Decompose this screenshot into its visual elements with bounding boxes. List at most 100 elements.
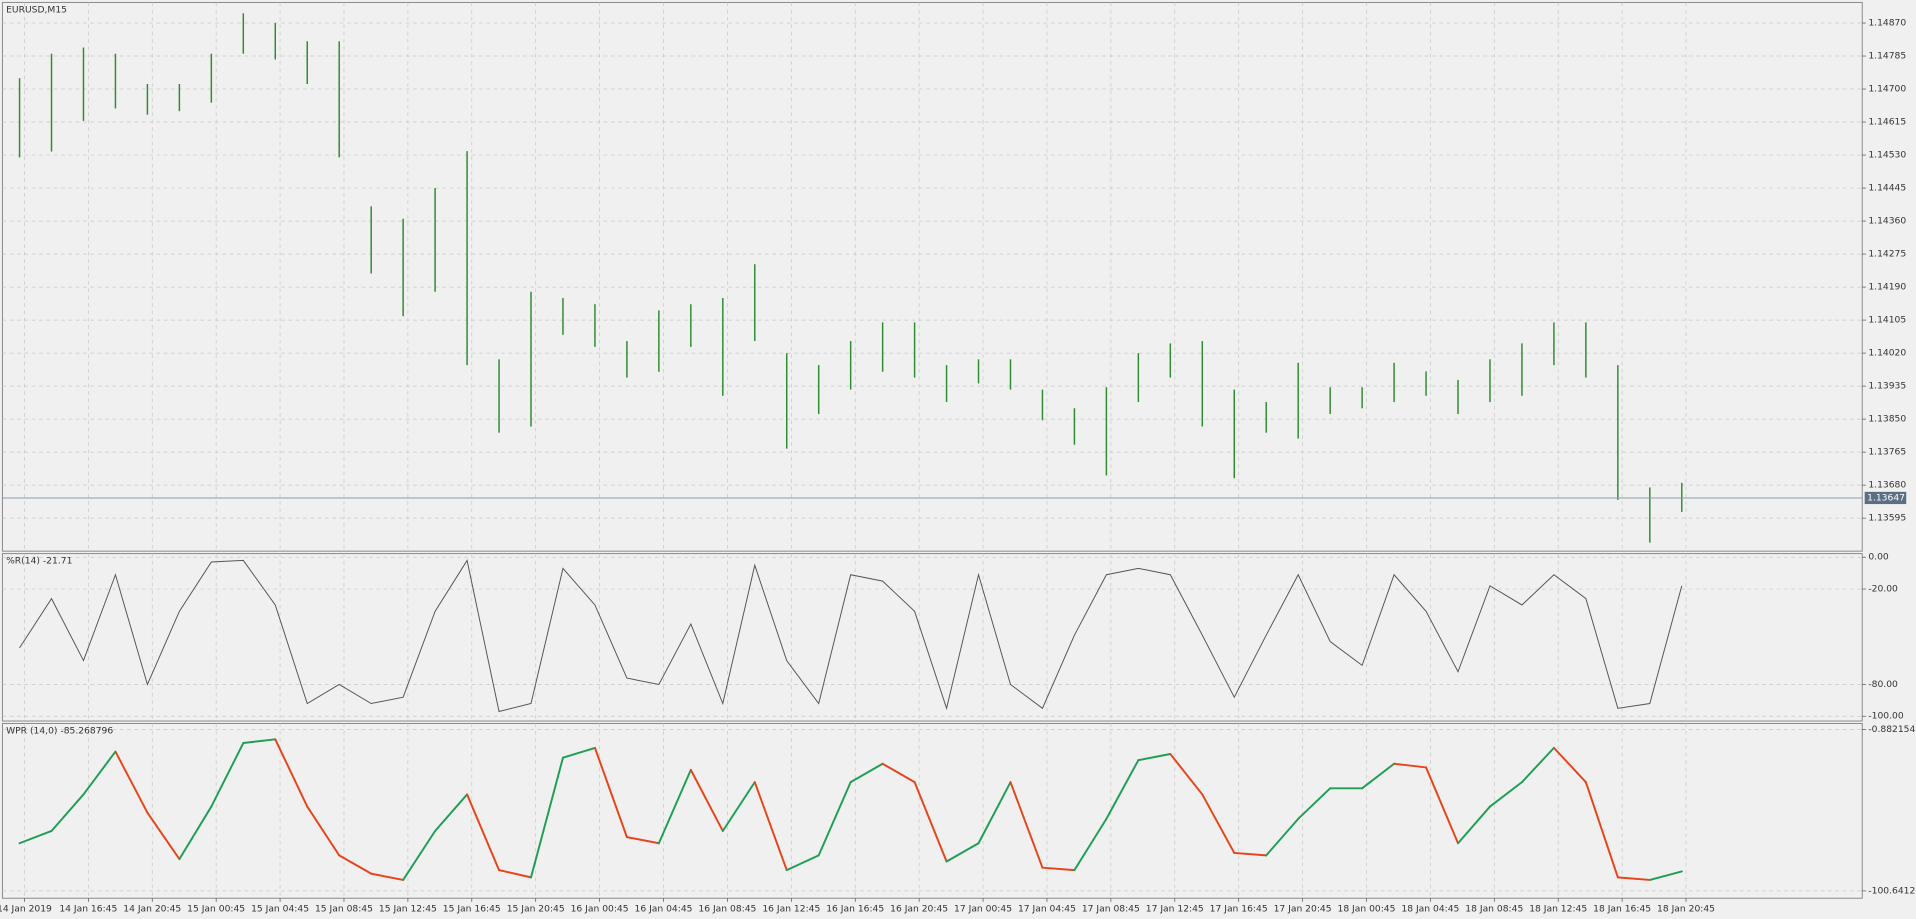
x-tick-label: 16 Jan 20:45 <box>890 904 948 915</box>
indicator-segment <box>178 805 213 861</box>
x-tick-label: 15 Jan 16:45 <box>443 904 501 915</box>
indicator-segment <box>945 842 980 863</box>
indicator-segment <box>881 762 916 784</box>
y-tick-label: 1.14785 <box>1868 51 1906 62</box>
x-tick-label: 14 Jan 20:45 <box>123 904 181 915</box>
x-tick-label: 18 Jan 04:45 <box>1401 904 1459 915</box>
y-tick-label: -80.00 <box>1868 679 1898 690</box>
panel <box>1 722 1863 899</box>
x-tick-label: 15 Jan 04:45 <box>251 904 309 915</box>
y-tick-label: 1.14445 <box>1868 183 1906 194</box>
x-tick-label: 16 Jan 08:45 <box>698 904 756 915</box>
indicator-segment <box>1233 851 1268 857</box>
indicator-segment <box>753 781 788 872</box>
y-tick-label: 1.14530 <box>1868 150 1906 161</box>
panel-title: %R(14) -21.71 <box>6 555 72 566</box>
indicator-segment <box>1137 753 1172 762</box>
indicator-segment <box>657 768 692 845</box>
x-tick-label: 16 Jan 12:45 <box>762 904 820 915</box>
indicator-segment <box>785 854 820 872</box>
indicator-segment <box>1648 870 1683 881</box>
indicator-segment <box>1169 753 1204 796</box>
y-tick-label: 1.14275 <box>1868 249 1906 260</box>
y-tick-label: 1.14360 <box>1868 216 1906 227</box>
panel <box>1 1 1863 552</box>
indicator-segment <box>561 746 596 759</box>
x-tick-label: 16 Jan 00:45 <box>571 904 629 915</box>
x-tick-label: 16 Jan 16:45 <box>826 904 884 915</box>
y-tick-label: 1.13765 <box>1868 447 1906 458</box>
x-tick-label: 18 Jan 12:45 <box>1529 904 1587 915</box>
y-tick-label: 1.14020 <box>1868 348 1906 359</box>
x-tick-label: 15 Jan 08:45 <box>315 904 373 915</box>
y-tick-label: -0.882154 <box>1868 724 1915 735</box>
indicator-segment <box>306 805 341 857</box>
indicator-segment <box>1616 876 1651 881</box>
x-tick-label: 15 Jan 00:45 <box>187 904 245 915</box>
indicator-segment <box>1489 781 1523 808</box>
indicator-segment <box>1552 746 1587 784</box>
panel-title: EURUSD,M15 <box>6 4 67 15</box>
indicator-segment <box>1457 805 1491 845</box>
indicator-segment <box>18 829 53 845</box>
indicator-segment <box>1201 793 1236 854</box>
indicator-segment <box>242 738 277 745</box>
y-tick-label: 1.14615 <box>1868 117 1906 128</box>
indicator-segment <box>1425 766 1459 845</box>
x-tick-label: 17 Jan 20:45 <box>1274 904 1332 915</box>
indicator-segment <box>50 793 85 832</box>
indicator-segment <box>1361 762 1396 790</box>
indicator-segment <box>114 750 149 814</box>
x-tick-label: 18 Jan 08:45 <box>1465 904 1523 915</box>
indicator-segment <box>338 854 373 875</box>
indicator-segment <box>402 829 437 881</box>
indicator-segment <box>1009 781 1044 869</box>
x-tick-label: 17 Jan 12:45 <box>1146 904 1204 915</box>
indicator-segment <box>274 738 309 808</box>
y-tick-label: 1.14870 <box>1868 18 1906 29</box>
indicator-segment <box>498 869 532 879</box>
y-tick-label: 0.00 <box>1868 552 1889 563</box>
panel-title: WPR (14,0) -85.268796 <box>6 725 113 736</box>
y-tick-label: 1.14105 <box>1868 315 1906 326</box>
indicator-segment <box>434 793 469 832</box>
indicator-segment <box>530 756 564 879</box>
y-tick-label: -100.00 <box>1868 711 1904 722</box>
indicator-segment <box>721 781 756 832</box>
panel <box>1 553 1863 722</box>
x-tick-label: 18 Jan 20:45 <box>1657 904 1715 915</box>
indicator-segment <box>370 872 405 881</box>
current-price-box <box>1864 491 1907 505</box>
indicator-segment <box>146 811 181 861</box>
indicator-segment <box>913 781 948 863</box>
x-tick-label: 15 Jan 20:45 <box>507 904 565 915</box>
x-tick-label: 14 Jan 2019 <box>0 904 52 915</box>
indicator-segment <box>1520 746 1555 784</box>
x-tick-label: 17 Jan 04:45 <box>1018 904 1076 915</box>
indicator-segment <box>1584 781 1619 879</box>
current-price-label: 1.13647 <box>1867 492 1905 503</box>
indicator-segment <box>689 768 724 832</box>
y-tick-label: 1.13680 <box>1868 480 1906 491</box>
indicator-segment <box>593 746 628 839</box>
indicator-segment <box>82 750 117 796</box>
y-tick-label: -20.00 <box>1868 584 1898 595</box>
indicator-segment <box>1105 759 1140 820</box>
x-tick-label: 17 Jan 00:45 <box>954 904 1012 915</box>
indicator-segment <box>466 793 501 872</box>
indicator-segment <box>1265 817 1300 857</box>
indicator-line <box>19 559 1683 713</box>
y-tick-label: 1.13935 <box>1868 381 1906 392</box>
indicator-segment <box>1393 762 1428 769</box>
x-tick-label: 17 Jan 08:45 <box>1082 904 1140 915</box>
indicator-segment <box>849 762 884 784</box>
x-tick-label: 17 Jan 16:45 <box>1210 904 1268 915</box>
indicator-segment <box>977 781 1012 845</box>
x-tick-label: 18 Jan 00:45 <box>1338 904 1396 915</box>
x-tick-label: 15 Jan 12:45 <box>379 904 437 915</box>
y-tick-label: 1.14190 <box>1868 282 1906 293</box>
indicator-segment <box>1297 787 1332 820</box>
indicator-segment <box>210 742 245 808</box>
x-tick-label: 18 Jan 16:45 <box>1593 904 1651 915</box>
